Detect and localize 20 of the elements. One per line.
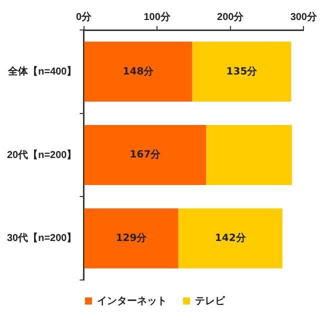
data-label: 129分 [116, 232, 148, 244]
y-tick-label: 30代【n=200】 [6, 232, 77, 244]
x-tick-label: 300分 [290, 10, 318, 23]
y-tick-label: 20代【n=200】 [6, 148, 77, 161]
data-label: 142分 [214, 232, 247, 244]
bar [192, 42, 292, 102]
bar [178, 208, 282, 268]
legend-label: インターネット [97, 296, 167, 307]
data-label: 135分 [226, 65, 258, 78]
data-label: 148分 [122, 65, 155, 78]
x-tick-label: 200分 [217, 10, 245, 23]
bar [84, 125, 206, 185]
bar [84, 208, 178, 268]
bar [84, 42, 192, 102]
x-tick-label: 100分 [144, 10, 172, 23]
legend-label: テレビ [195, 294, 226, 307]
y-tick-label: 全体【n=400】 [7, 65, 77, 78]
data-label: 167分 [130, 148, 162, 161]
x-tick-label: 0分 [76, 10, 93, 23]
bar [206, 125, 292, 185]
